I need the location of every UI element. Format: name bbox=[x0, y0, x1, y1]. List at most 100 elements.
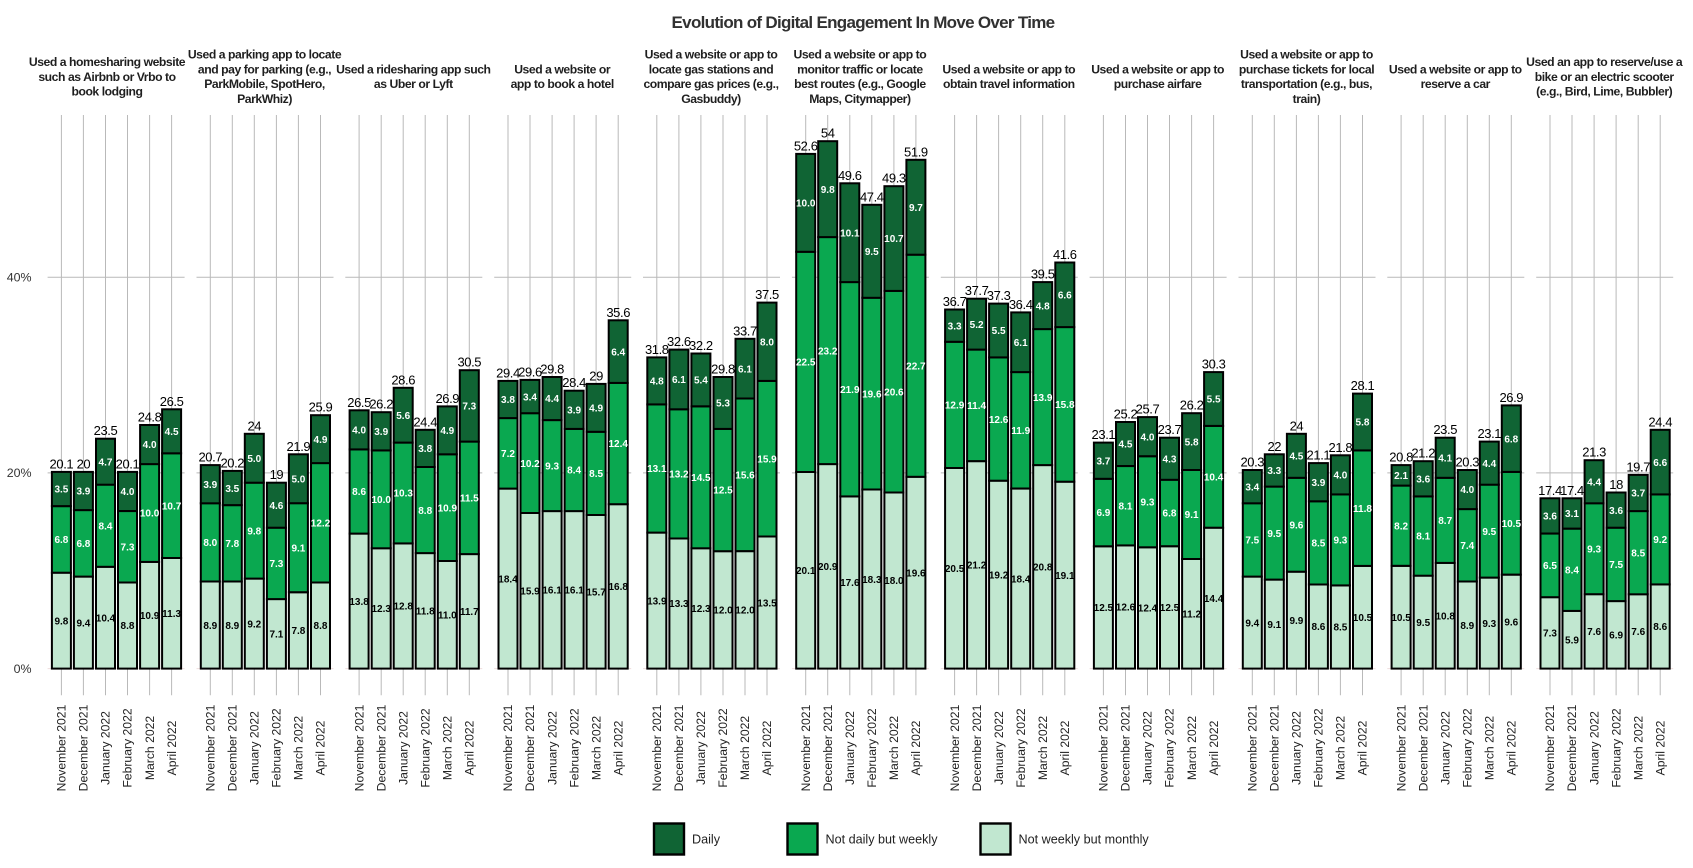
svg-text:8.8: 8.8 bbox=[314, 621, 328, 632]
svg-text:4.8: 4.8 bbox=[650, 377, 664, 388]
svg-text:8.4: 8.4 bbox=[567, 466, 581, 477]
svg-text:12.0: 12.0 bbox=[735, 606, 755, 617]
svg-text:6.8: 6.8 bbox=[76, 539, 90, 550]
svg-text:16.1: 16.1 bbox=[542, 586, 562, 597]
svg-text:bike or an electric scooter: bike or an electric scooter bbox=[1535, 70, 1675, 84]
svg-text:January 2022: January 2022 bbox=[1438, 711, 1452, 785]
svg-text:20.1: 20.1 bbox=[796, 566, 816, 577]
svg-text:20.3: 20.3 bbox=[1240, 455, 1264, 470]
svg-text:March 2022: March 2022 bbox=[292, 716, 306, 781]
svg-text:Gasbuddy): Gasbuddy) bbox=[681, 92, 741, 106]
svg-text:4.0: 4.0 bbox=[1460, 485, 1474, 496]
svg-text:23.5: 23.5 bbox=[1433, 422, 1457, 437]
svg-text:12.0: 12.0 bbox=[713, 606, 733, 617]
svg-text:19.7: 19.7 bbox=[1626, 459, 1650, 474]
svg-text:21.1: 21.1 bbox=[1307, 448, 1331, 463]
svg-text:Daily: Daily bbox=[692, 833, 721, 847]
svg-text:20.8: 20.8 bbox=[1033, 563, 1053, 574]
svg-text:April 2022: April 2022 bbox=[314, 720, 328, 775]
svg-text:18.3: 18.3 bbox=[862, 575, 882, 586]
svg-text:such as Airbnb or Vrbo to: such as Airbnb or Vrbo to bbox=[38, 70, 175, 84]
svg-text:3.6: 3.6 bbox=[1416, 475, 1430, 486]
svg-text:20.6: 20.6 bbox=[884, 387, 904, 398]
svg-text:36.4: 36.4 bbox=[1009, 297, 1033, 312]
svg-text:4.0: 4.0 bbox=[121, 487, 135, 498]
svg-text:12.5: 12.5 bbox=[713, 486, 733, 497]
svg-text:39.5: 39.5 bbox=[1031, 267, 1055, 282]
svg-text:32.2: 32.2 bbox=[689, 338, 713, 353]
svg-text:10.0: 10.0 bbox=[371, 495, 391, 506]
svg-text:December 2021: December 2021 bbox=[77, 704, 91, 791]
svg-text:9.5: 9.5 bbox=[1416, 618, 1430, 629]
svg-text:3.9: 3.9 bbox=[203, 480, 217, 491]
svg-text:4.5: 4.5 bbox=[165, 427, 179, 438]
svg-text:compare gas prices (e.g.,: compare gas prices (e.g., bbox=[643, 77, 778, 91]
svg-text:best routes (e.g., Google: best routes (e.g., Google bbox=[794, 77, 926, 91]
svg-text:4.9: 4.9 bbox=[589, 404, 603, 415]
svg-text:February 2022: February 2022 bbox=[716, 708, 730, 787]
svg-text:9.6: 9.6 bbox=[1289, 521, 1303, 532]
svg-text:April 2022: April 2022 bbox=[1207, 720, 1221, 775]
svg-text:20%: 20% bbox=[7, 466, 32, 480]
svg-text:Used a website or: Used a website or bbox=[514, 62, 611, 76]
svg-text:24.8: 24.8 bbox=[138, 410, 162, 425]
svg-text:4.0: 4.0 bbox=[143, 440, 157, 451]
svg-text:12.8: 12.8 bbox=[393, 602, 413, 613]
svg-text:8.1: 8.1 bbox=[1416, 532, 1430, 543]
svg-text:Used a website or app to: Used a website or app to bbox=[794, 48, 927, 62]
svg-text:10.3: 10.3 bbox=[393, 489, 413, 500]
svg-text:14.4: 14.4 bbox=[1204, 594, 1224, 605]
svg-text:11.8: 11.8 bbox=[1353, 504, 1372, 515]
svg-text:9.1: 9.1 bbox=[291, 544, 305, 555]
svg-text:November 2021: November 2021 bbox=[55, 704, 69, 791]
svg-text:9.8: 9.8 bbox=[54, 616, 68, 627]
svg-text:19.6: 19.6 bbox=[862, 389, 882, 400]
svg-text:9.5: 9.5 bbox=[1482, 527, 1496, 538]
svg-text:22: 22 bbox=[1267, 439, 1281, 454]
svg-text:February 2022: February 2022 bbox=[121, 708, 135, 787]
svg-text:4.9: 4.9 bbox=[314, 435, 328, 446]
svg-text:40%: 40% bbox=[7, 271, 32, 285]
svg-text:10.4: 10.4 bbox=[1204, 473, 1224, 484]
svg-text:9.6: 9.6 bbox=[1504, 617, 1518, 628]
svg-text:26.5: 26.5 bbox=[160, 394, 184, 409]
svg-text:March 2022: March 2022 bbox=[738, 716, 752, 781]
svg-text:5.8: 5.8 bbox=[1356, 418, 1370, 429]
svg-text:5.9: 5.9 bbox=[1565, 635, 1579, 646]
svg-text:February 2022: February 2022 bbox=[418, 708, 432, 787]
svg-text:13.9: 13.9 bbox=[1033, 393, 1053, 404]
svg-text:23.2: 23.2 bbox=[818, 346, 838, 357]
svg-text:10.5: 10.5 bbox=[1502, 519, 1522, 530]
svg-text:3.6: 3.6 bbox=[1609, 506, 1623, 517]
svg-text:9.8: 9.8 bbox=[247, 526, 261, 537]
svg-text:21.9: 21.9 bbox=[287, 439, 311, 454]
svg-text:Used a website or app to: Used a website or app to bbox=[1091, 62, 1224, 76]
svg-text:10.7: 10.7 bbox=[884, 234, 904, 245]
svg-text:January 2022: January 2022 bbox=[694, 711, 708, 785]
svg-text:20.1: 20.1 bbox=[50, 456, 74, 471]
svg-text:November 2021: November 2021 bbox=[352, 704, 366, 791]
svg-text:3.8: 3.8 bbox=[501, 395, 515, 406]
svg-text:37.5: 37.5 bbox=[755, 287, 779, 302]
svg-text:January 2022: January 2022 bbox=[99, 711, 113, 785]
svg-text:3.4: 3.4 bbox=[523, 392, 537, 403]
svg-text:7.2: 7.2 bbox=[501, 449, 515, 460]
svg-text:9.1: 9.1 bbox=[1185, 510, 1199, 521]
svg-text:Used a ridesharing app such: Used a ridesharing app such bbox=[336, 62, 490, 76]
svg-text:obtain travel information: obtain travel information bbox=[943, 77, 1075, 91]
svg-text:24.4: 24.4 bbox=[413, 414, 437, 429]
svg-text:April 2022: April 2022 bbox=[760, 720, 774, 775]
svg-text:25.9: 25.9 bbox=[309, 400, 333, 415]
svg-text:February 2022: February 2022 bbox=[567, 708, 581, 787]
svg-text:20.9: 20.9 bbox=[818, 562, 838, 573]
svg-text:11.8: 11.8 bbox=[416, 607, 435, 618]
svg-text:January 2022: January 2022 bbox=[396, 711, 410, 785]
svg-text:November 2021: November 2021 bbox=[799, 704, 813, 791]
svg-text:11.4: 11.4 bbox=[967, 401, 986, 412]
svg-text:Used a website or app to: Used a website or app to bbox=[1389, 62, 1522, 76]
svg-text:49.3: 49.3 bbox=[882, 171, 906, 186]
svg-text:8.6: 8.6 bbox=[352, 487, 366, 498]
svg-text:March 2022: March 2022 bbox=[887, 716, 901, 781]
svg-text:6.6: 6.6 bbox=[1058, 291, 1072, 302]
svg-text:Used a homesharing website: Used a homesharing website bbox=[29, 55, 186, 69]
